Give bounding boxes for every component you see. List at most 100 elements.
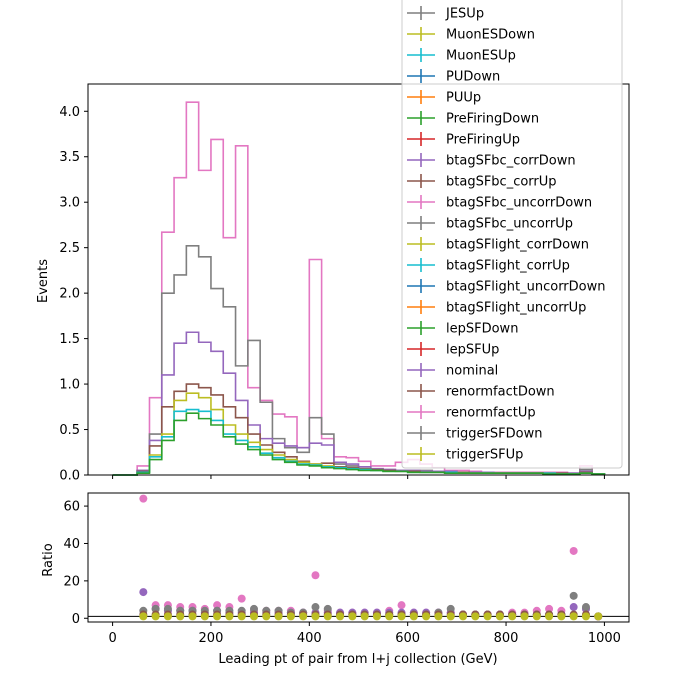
ratio-point-triggerSFUp bbox=[299, 612, 308, 621]
legend-entry-btagSFlight_corrUp: btagSFlight_corrUp bbox=[446, 259, 570, 274]
legend-entry-triggerSFDown: triggerSFDown bbox=[446, 427, 542, 442]
ratio-point-triggerSFUp bbox=[237, 612, 246, 621]
legend-entry-renormfactDown: renormfactDown bbox=[446, 385, 555, 400]
ratio-point-triggerSFUp bbox=[422, 612, 431, 621]
ratio-point-triggerSFDown bbox=[311, 603, 320, 612]
legend-entry-btagSFbc_corrDown: btagSFbc_corrDown bbox=[446, 154, 576, 169]
ratio-point-triggerSFDown bbox=[446, 604, 455, 613]
ratio-point-triggerSFDown bbox=[151, 604, 160, 613]
legend-entry-PUDown: PUDown bbox=[446, 70, 500, 85]
ratio-point-triggerSFUp bbox=[348, 612, 357, 621]
legend-entry-renormfactUp: renormfactUp bbox=[446, 406, 536, 421]
legend: JESUp MuonESDown MuonESUp PUDown PUUp PreFiri… bbox=[401, 0, 623, 469]
ratio-point-renormfactUp bbox=[237, 594, 246, 603]
ratio-point-renormfactUp bbox=[397, 601, 406, 610]
main-y-tick-label: 0.5 bbox=[59, 423, 80, 438]
main-panel: 0.0 0.5 1.0 1.5 2.0 2.5 3.0 3.5 4.0 bbox=[59, 83, 630, 484]
ratio-point-triggerSFUp bbox=[471, 612, 480, 621]
ratio-point-renormfactUp bbox=[139, 494, 148, 503]
ratio-point-triggerSFUp bbox=[508, 612, 517, 621]
ratio-point-btagSFbc_corrDown bbox=[569, 603, 578, 612]
ratio-x-tick-label: 600 bbox=[395, 631, 420, 646]
ratio-point-triggerSFUp bbox=[151, 612, 160, 621]
ratio-point-triggerSFDown bbox=[163, 604, 172, 613]
ratio-y-tick-label: 20 bbox=[63, 574, 80, 589]
ratio-point-triggerSFUp bbox=[385, 612, 394, 621]
ratio-point-triggerSFUp bbox=[323, 612, 332, 621]
ratio-point-triggerSFUp bbox=[495, 612, 504, 621]
ratio-point-triggerSFUp bbox=[176, 612, 185, 621]
main-y-tick-label: 3.0 bbox=[59, 196, 80, 211]
ratio-point-btagSFbc_corrDown bbox=[139, 588, 148, 597]
legend-entry-PUUp: PUUp bbox=[446, 91, 481, 106]
ratio-point-triggerSFUp bbox=[557, 612, 566, 621]
ratio-point-triggerSFUp bbox=[311, 612, 320, 621]
ratio-point-triggerSFUp bbox=[520, 612, 529, 621]
legend-box bbox=[401, 0, 623, 469]
ratio-point-triggerSFUp bbox=[249, 612, 258, 621]
main-y-axis-label: Events bbox=[36, 259, 51, 303]
histogram-series-nominal bbox=[112, 412, 606, 476]
legend-entry-btagSFlight_uncorrDown: btagSFlight_uncorrDown bbox=[446, 280, 606, 295]
ratio-point-triggerSFUp bbox=[545, 612, 554, 621]
ratio-point-triggerSFUp bbox=[274, 612, 283, 621]
ratio-point-triggerSFUp bbox=[434, 612, 443, 621]
ratio-x-tick-label: 200 bbox=[199, 631, 224, 646]
ratio-point-triggerSFUp bbox=[397, 612, 406, 621]
ratio-point-triggerSFDown bbox=[323, 604, 332, 613]
ratio-plot-frame bbox=[87, 492, 630, 623]
ratio-point-triggerSFUp bbox=[200, 612, 209, 621]
main-y-tick-label: 1.5 bbox=[59, 332, 80, 347]
ratio-x-tick-label: 0 bbox=[108, 631, 116, 646]
legend-entry-nominal: nominal bbox=[446, 364, 498, 379]
legend-entry-triggerSFUp: triggerSFUp bbox=[446, 448, 523, 463]
ratio-point-triggerSFUp bbox=[372, 612, 381, 621]
legend-entry-MuonESDown: MuonESDown bbox=[446, 28, 535, 43]
legend-entry-lepSFUp: lepSFUp bbox=[446, 343, 499, 358]
ratio-point-triggerSFUp bbox=[483, 612, 492, 621]
ratio-point-triggerSFUp bbox=[459, 612, 468, 621]
ratio-point-triggerSFDown bbox=[249, 604, 258, 613]
legend-entry-MuonESUp: MuonESUp bbox=[446, 49, 516, 64]
legend-entry-btagSFlight_uncorrUp: btagSFlight_uncorrUp bbox=[446, 301, 586, 316]
main-y-tick-label: 2.5 bbox=[59, 241, 80, 256]
ratio-y-tick-label: 0 bbox=[72, 612, 80, 627]
ratio-point-triggerSFUp bbox=[569, 612, 578, 621]
legend-entry-JESUp: JESUp bbox=[445, 7, 484, 22]
ratio-point-triggerSFUp bbox=[446, 612, 455, 621]
ratio-point-renormfactUp bbox=[545, 604, 554, 613]
legend-entry-btagSFbc_uncorrDown: btagSFbc_uncorrDown bbox=[446, 196, 592, 211]
histogram-series-renormfactUp bbox=[112, 101, 606, 476]
ratio-point-triggerSFUp bbox=[594, 612, 603, 621]
legend-entry-btagSFbc_uncorrUp: btagSFbc_uncorrUp bbox=[446, 217, 573, 232]
ratio-point-triggerSFUp bbox=[581, 612, 590, 621]
ratio-point-triggerSFUp bbox=[163, 612, 172, 621]
ratio-point-triggerSFUp bbox=[532, 612, 541, 621]
ratio-point-renormfactUp bbox=[213, 601, 222, 610]
main-y-tick-label: 3.5 bbox=[59, 150, 80, 165]
ratio-point-triggerSFUp bbox=[360, 612, 369, 621]
ratio-point-triggerSFUp bbox=[225, 612, 234, 621]
ratio-point-triggerSFDown bbox=[569, 591, 578, 600]
ratio-y-axis-label: Ratio bbox=[41, 543, 56, 576]
ratio-point-triggerSFDown bbox=[581, 603, 590, 612]
ratio-point-triggerSFUp bbox=[262, 612, 271, 621]
x-axis-label: Leading pt of pair from l+j collection (… bbox=[218, 652, 497, 667]
ratio-point-renormfactUp bbox=[569, 546, 578, 555]
ratio-point-triggerSFUp bbox=[213, 612, 222, 621]
main-plot-frame bbox=[87, 83, 630, 476]
legend-entry-btagSFlight_corrDown: btagSFlight_corrDown bbox=[446, 238, 589, 253]
ratio-point-renormfactUp bbox=[311, 571, 320, 580]
ratio-point-triggerSFUp bbox=[409, 612, 418, 621]
ratio-x-tick-label: 1000 bbox=[588, 631, 621, 646]
ratio-point-triggerSFUp bbox=[286, 612, 295, 621]
ratio-point-triggerSFUp bbox=[139, 612, 148, 621]
legend-entry-lepSFDown: lepSFDown bbox=[446, 322, 518, 337]
ratio-point-triggerSFUp bbox=[188, 612, 197, 621]
ratio-y-tick-label: 60 bbox=[63, 500, 80, 515]
main-y-tick-label: 1.0 bbox=[59, 378, 80, 393]
legend-entry-PreFiringDown: PreFiringDown bbox=[446, 112, 539, 127]
ratio-x-tick-label: 400 bbox=[297, 631, 322, 646]
